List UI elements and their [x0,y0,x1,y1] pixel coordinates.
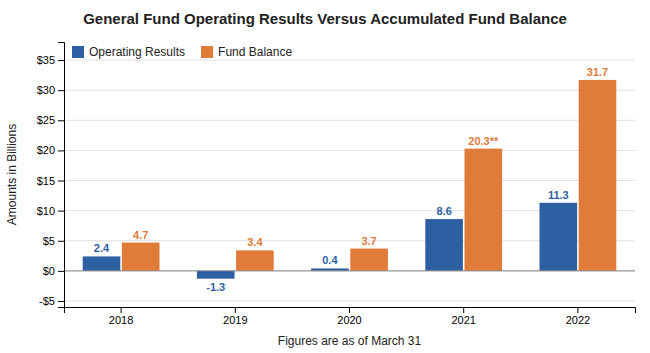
chart: General Fund Operating Results Versus Ac… [0,0,650,353]
data-label: 4.7 [133,229,148,241]
x-axis-title: Figures are as of March 31 [278,334,422,348]
x-axis: 2018 2019 2020 2021 2022 [65,307,636,326]
data-label: 3.4 [247,236,263,248]
data-label: 0.4 [322,254,338,266]
y-tick: -$5 [39,295,64,307]
x-tick-mark [577,307,578,313]
data-label: 3.7 [361,235,376,247]
data-labels: 2.4 -1.3 0.4 8.6 11.3 4.7 3.4 3.7 20.3** 31.7 [94,66,608,293]
bar-series [83,203,577,279]
data-label: 8.6 [436,205,451,217]
y-tick-mark [58,211,64,212]
grid-line [64,180,635,181]
x-axis-line [65,308,636,314]
y-tick-label: $20 [37,144,55,156]
x-tick: 2022 [566,307,590,326]
bar [83,256,121,270]
x-tick-mark [463,307,464,313]
y-tick-mark [58,90,64,91]
zero-line [64,270,635,271]
y-tick: $15 [37,175,64,187]
data-label: 31.7 [587,66,608,78]
y-tick-label: $30 [37,84,55,96]
y-tick-mark [58,271,64,272]
x-tick: 2021 [451,307,475,326]
y-tick: $35 [37,54,64,66]
x-tick-label: 2020 [337,314,361,326]
y-tick-mark [58,241,64,242]
data-label: 20.3** [468,135,499,147]
bar [539,203,577,271]
y-tick-label: $0 [43,265,55,277]
y-axis: -$5 $0 $5 $10 $15 $20 $25 $30 $35 [37,43,65,308]
bar [350,249,388,271]
y-tick-mark [58,150,64,151]
y-tick-mark [58,181,64,182]
y-axis-title: Amounts in Billions [5,124,19,225]
y-tick-mark [58,120,64,121]
legend-swatch [201,46,213,58]
y-tick: $30 [37,84,64,96]
bar [197,271,235,279]
x-tick-label: 2021 [451,314,475,326]
y-tick-label: $5 [43,235,55,247]
y-tick-label: $10 [37,205,55,217]
data-label: 11.3 [548,189,569,201]
bar [122,243,160,271]
x-tick-label: 2022 [566,314,590,326]
x-tick-mark [121,307,122,313]
grid-line [64,270,635,271]
y-tick: $0 [43,265,64,277]
legend-label: Fund Balance [218,45,292,59]
x-tick-label: 2019 [223,314,247,326]
x-tick-label: 2018 [109,314,133,326]
y-tick-label: $15 [37,175,55,187]
bar [579,80,617,271]
grid-line [64,150,635,151]
y-tick-mark [58,301,64,302]
y-tick: $20 [37,144,64,156]
data-label: 2.4 [94,242,110,254]
data-label: -1.3 [206,281,225,293]
y-tick-label: $35 [37,54,55,66]
legend: Operating Results Fund Balance [72,45,292,59]
grid-line [64,300,635,301]
y-tick: $25 [37,114,64,126]
grid-line [64,90,635,91]
x-tick-mark [349,307,350,313]
title: General Fund Operating Results Versus Ac… [83,10,567,27]
bar [464,149,502,271]
x-tick: 2018 [109,307,133,326]
legend-label: Operating Results [89,45,185,59]
y-tick-mark [58,60,64,61]
y-tick: $5 [43,235,64,247]
bars [83,80,617,279]
grid-line [64,60,635,61]
y-axis-line [58,43,65,308]
grid [64,60,635,301]
legend-item: Fund Balance [201,45,292,59]
y-tick-label: -$5 [39,295,55,307]
bar [425,219,463,271]
grid-line [64,120,635,121]
legend-swatch [72,46,84,58]
legend-item: Operating Results [72,45,185,59]
x-tick: 2020 [337,307,361,326]
bar [236,250,274,270]
plot: -$5 $0 $5 $10 $15 $20 $25 $30 $35 2018 2019 2020 202… [37,43,636,326]
x-tick-mark [235,307,236,313]
x-tick: 2019 [223,307,247,326]
y-tick: $10 [37,205,64,217]
bar-series [122,80,616,271]
y-tick-label: $25 [37,114,55,126]
